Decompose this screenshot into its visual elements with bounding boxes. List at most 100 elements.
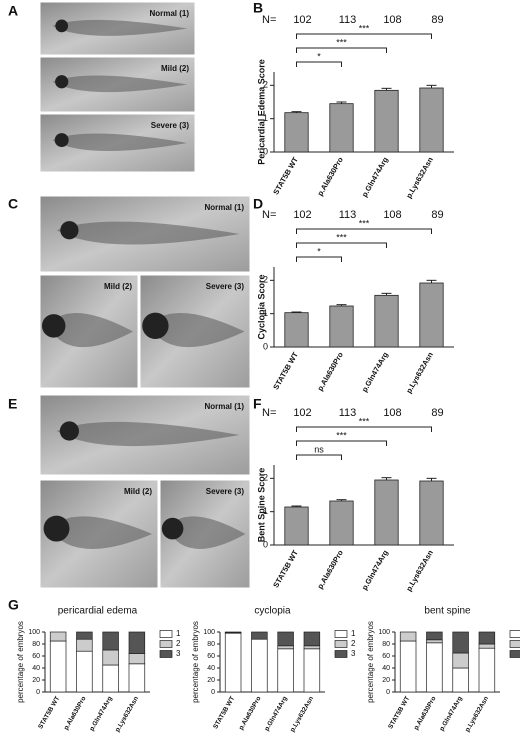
bar bbox=[329, 305, 354, 348]
y-tick-label: 100 bbox=[28, 629, 40, 636]
x-tick-label: p.Lys632Asn bbox=[114, 695, 140, 733]
bar-segment bbox=[452, 667, 469, 693]
bar-segment bbox=[426, 639, 443, 644]
panel-letter: A bbox=[8, 3, 18, 19]
significance-bracket bbox=[296, 242, 387, 248]
bar-segment bbox=[426, 631, 443, 641]
fish-head bbox=[41, 314, 66, 338]
bar-segment bbox=[102, 664, 119, 693]
y-tick-label: 60 bbox=[32, 653, 40, 660]
legend-label: 1 bbox=[176, 629, 181, 638]
y-tick-label: 80 bbox=[382, 641, 390, 648]
chart-title: bent spine bbox=[424, 606, 471, 617]
bar-segment bbox=[224, 631, 242, 633]
y-axis-title: percentage of embryos bbox=[191, 621, 200, 703]
y-tick-label: 0 bbox=[211, 689, 215, 696]
n-value: 108 bbox=[383, 14, 401, 26]
x-tick-label: p.Gln474Arg bbox=[263, 695, 288, 732]
fish-body bbox=[47, 313, 134, 348]
y-tick-label: 2 bbox=[263, 80, 268, 90]
legend-swatch bbox=[509, 640, 520, 648]
n-value: 113 bbox=[339, 209, 357, 221]
n-value: 113 bbox=[339, 407, 357, 419]
significance-bracket bbox=[296, 228, 432, 234]
significance-bracket bbox=[296, 47, 387, 53]
panel-letter: B bbox=[253, 0, 263, 16]
x-tick-label: p.Lys632Asn bbox=[404, 350, 435, 395]
bar-segment bbox=[426, 642, 443, 693]
x-tick-label: p.Gln474Arg bbox=[438, 695, 463, 732]
significance-label: *** bbox=[336, 430, 347, 440]
y-tick-label: 20 bbox=[207, 677, 215, 684]
bar-segment bbox=[102, 631, 119, 651]
bar bbox=[374, 294, 399, 348]
significance-label: * bbox=[317, 246, 321, 256]
n-value: 102 bbox=[293, 407, 311, 419]
bar-segment bbox=[303, 645, 321, 650]
panel-letter: F bbox=[253, 396, 262, 412]
fish-body bbox=[52, 19, 188, 36]
x-tick-label: p.Lys632Asn bbox=[289, 695, 315, 733]
significance-label: *** bbox=[336, 37, 347, 47]
y-tick-label: 40 bbox=[207, 665, 215, 672]
bar bbox=[284, 112, 309, 153]
significance-label: *** bbox=[336, 232, 347, 242]
n-value: 108 bbox=[383, 407, 401, 419]
x-tick-label: STAT5B WT bbox=[271, 155, 300, 196]
fish-body bbox=[56, 221, 240, 245]
photo-label: Severe (3) bbox=[206, 282, 245, 291]
n-label: N= bbox=[262, 407, 276, 419]
significance-label: *** bbox=[359, 218, 370, 228]
legend-label: 3 bbox=[176, 649, 181, 658]
x-tick-label: p.Ala630Pro bbox=[315, 548, 345, 590]
bar-segment bbox=[251, 638, 268, 693]
x-tick-label: p.Ala630Pro bbox=[413, 695, 438, 731]
legend-swatch bbox=[159, 640, 173, 648]
bar bbox=[419, 87, 444, 153]
x-tick-label: p.Lys632Asn bbox=[404, 548, 435, 593]
y-tick-label: 80 bbox=[32, 641, 40, 648]
fish-body bbox=[148, 313, 245, 348]
bar-segment bbox=[128, 631, 146, 654]
y-tick-label: 0 bbox=[263, 341, 268, 351]
photo-label: Severe (3) bbox=[151, 121, 190, 130]
legend-swatch bbox=[509, 630, 520, 638]
fish-head bbox=[142, 312, 169, 340]
y-tick-label: 1 bbox=[263, 308, 268, 318]
x-tick-label: STAT5B WT bbox=[387, 695, 411, 730]
x-tick-label: p.Gln474Arg bbox=[360, 350, 390, 393]
bar-segment bbox=[251, 631, 268, 640]
significance-bracket bbox=[296, 426, 432, 432]
fish-head bbox=[59, 421, 79, 441]
n-value: 89 bbox=[431, 209, 443, 221]
legend-label: 2 bbox=[351, 639, 356, 648]
n-label: N= bbox=[262, 14, 276, 26]
bar-segment bbox=[478, 647, 496, 693]
legend-label: 1 bbox=[351, 629, 356, 638]
significance-bracket bbox=[296, 33, 432, 39]
fish-head bbox=[54, 133, 69, 148]
y-tick-label: 40 bbox=[382, 665, 390, 672]
bar bbox=[284, 312, 309, 348]
y-tick-label: 80 bbox=[207, 641, 215, 648]
bar-segment bbox=[277, 645, 294, 650]
bar-segment bbox=[128, 653, 146, 665]
fish-body bbox=[49, 516, 153, 549]
bar bbox=[419, 282, 444, 348]
x-tick-label: STAT5B WT bbox=[271, 548, 300, 589]
bar-segment bbox=[76, 650, 93, 693]
fish-body bbox=[167, 516, 246, 549]
legend-swatch bbox=[159, 630, 173, 638]
panel-letter: E bbox=[8, 396, 17, 412]
bar-segment bbox=[399, 631, 417, 642]
fish-body bbox=[52, 133, 188, 152]
significance-label: *** bbox=[359, 23, 370, 33]
n-value: 108 bbox=[383, 209, 401, 221]
bar bbox=[329, 500, 354, 546]
bar-segment bbox=[49, 640, 67, 693]
x-tick-label: p.Ala630Pro bbox=[315, 155, 345, 197]
y-tick-label: 20 bbox=[382, 677, 390, 684]
n-value: 102 bbox=[293, 14, 311, 26]
fish-head bbox=[60, 221, 79, 240]
